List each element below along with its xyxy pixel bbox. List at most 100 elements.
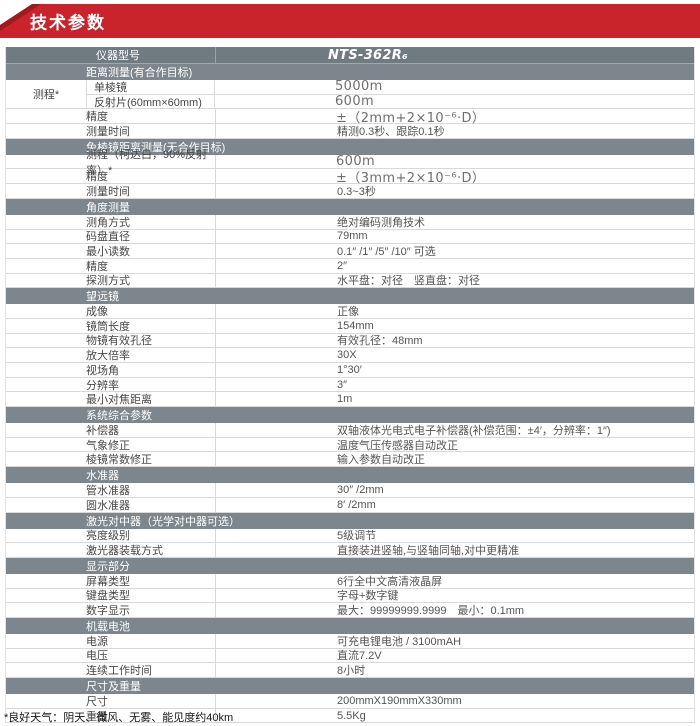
spec-row: 最小读数 0.1″ /1″ /5″ /10″ 可选 — [6, 244, 694, 259]
spec-row: 精度 ±（2mm+2×10⁻⁶·D） — [6, 109, 694, 126]
spec-row: 精度 ±（3mm+2×10⁻⁶·D） — [6, 169, 694, 186]
spec-label: 亮度级别 — [6, 528, 216, 542]
model-header-row: 仪器型号 NTS-362R₆ — [6, 47, 694, 64]
spec-label: 圆水准器 — [6, 497, 216, 512]
spec-label: 尺寸 — [6, 694, 216, 708]
spec-row: 重量 5.5Kg — [6, 708, 694, 724]
spec-row: 棱镜常数修正 输入参数自动改正 — [6, 452, 694, 468]
spec-value: ±（2mm+2×10⁻⁶·D） — [336, 110, 486, 126]
spec-value: ±（3mm+2×10⁻⁶·D） — [336, 170, 486, 186]
spec-label: 精度 — [6, 109, 216, 123]
spec-value: 5级调节 — [337, 530, 377, 543]
spec-group-label: 测程* — [6, 80, 87, 110]
spec-label: 测量时间 — [6, 124, 216, 138]
spec-row: 电压 直流7.2V — [6, 648, 694, 664]
spec-row: 气象修正 温度气压传感器自动改正 — [6, 437, 694, 453]
spec-row: 放大倍率 30X — [6, 348, 694, 364]
spec-row: 屏幕类型 6行全中文高清液晶屏 — [6, 573, 694, 589]
page-title: 技术参数 — [30, 13, 106, 33]
spec-label: 镜筒长度 — [6, 318, 216, 333]
spec-label: 精度 — [6, 258, 216, 273]
spec-row: 补偿器 双轴液体光电式电子补偿器(补偿范围：±4′，分辨率：1″) — [6, 423, 694, 438]
spec-row: 镜筒长度 154mm — [6, 318, 694, 334]
spec-subrow: 反射片(60mm×60mm) 600m — [87, 94, 694, 110]
spec-value: 有效孔径：48mm — [337, 335, 423, 348]
spec-row: 管水准器 30″ /2mm — [6, 483, 694, 498]
section-header: 免棱镜距离测量(无合作目标) — [6, 138, 694, 155]
spec-row: 亮度级别 5级调节 — [6, 528, 694, 544]
spec-value: 8′ /2mm — [337, 498, 376, 511]
spec-value: 600m — [336, 154, 376, 170]
spec-row: 尺寸 200mmX190mmX330mm — [6, 694, 694, 709]
spec-value: 0.3~3秒 — [337, 185, 376, 198]
spec-value: 0.1″ /1″ /5″ /10″ 可选 — [337, 246, 436, 259]
spec-table-body: 距离测量(有合作目标) 测程* 单棱镜 5000m 反射片(60mm×60mm) 600m… — [6, 64, 694, 724]
spec-value: 154mm — [337, 319, 374, 332]
spec-label: 探测方式 — [6, 273, 216, 287]
spec-row: 物镜有效孔径 有效孔径：48mm — [6, 333, 694, 349]
spec-group-row: 测程* 单棱镜 5000m 反射片(60mm×60mm) 600m — [6, 79, 694, 110]
spec-label: 最小对焦距离 — [6, 392, 216, 406]
spec-label: 测程（柯达白，90%反射率）* — [6, 149, 216, 177]
spec-row: 测量时间 精测0.3秒、跟踪0.1秒 — [6, 124, 694, 139]
spec-row: 最小对焦距离 1m — [6, 392, 694, 408]
spec-value: 3″ — [337, 378, 348, 391]
spec-row: 数字显示 最大：99999999.9999 最小：0.1mm — [6, 603, 694, 618]
spec-sublabel: 单棱镜 — [87, 80, 215, 94]
spec-label: 屏幕类型 — [6, 573, 216, 588]
spec-value: 8小时 — [337, 665, 366, 678]
spec-value: 绝对编码测角技术 — [337, 216, 425, 229]
spec-value: 79mm — [337, 230, 368, 243]
spec-value: 30X — [337, 349, 357, 362]
spec-row: 测量时间 0.3~3秒 — [6, 184, 694, 199]
section-header: 望远镜 — [6, 288, 694, 305]
spec-value: 6行全中文高清液晶屏 — [337, 575, 443, 588]
section-header: 距离测量(有合作目标) — [6, 64, 694, 80]
spec-value: 字母+数字键 — [337, 590, 399, 603]
spec-value: 5000m — [335, 79, 383, 95]
spec-row: 精度 2″ — [6, 258, 694, 274]
section-header: 显示部分 — [6, 557, 694, 574]
spec-label: 精度 — [6, 169, 216, 183]
model-label: 仪器型号 — [6, 47, 216, 63]
section-header: 角度测量 — [6, 198, 694, 215]
spec-row: 键盘类型 字母+数字键 — [6, 588, 694, 604]
spec-row: 码盘直径 79mm — [6, 229, 694, 245]
spec-row: 圆水准器 8′ /2mm — [6, 497, 694, 513]
spec-value: 精测0.3秒、跟踪0.1秒 — [337, 125, 445, 138]
spec-value: 最大：99999999.9999 最小：0.1mm — [337, 605, 525, 618]
section-header: 尺寸及重量 — [6, 678, 694, 695]
spec-label: 键盘类型 — [6, 588, 216, 602]
spec-label: 重量 — [6, 708, 216, 723]
spec-row: 激光器装载方式 直接装进竖轴,与竖轴同轴,对中更精准 — [6, 543, 694, 558]
spec-label: 物镜有效孔径 — [6, 333, 216, 347]
spec-value: 200mmX190mmX330mm — [337, 694, 462, 707]
spec-value: 直流7.2V — [337, 650, 382, 663]
spec-value: 600m — [335, 94, 375, 110]
section-header: 系统综合参数 — [6, 407, 694, 424]
spec-label: 电源 — [6, 633, 216, 648]
spec-row: 成像 正像 — [6, 304, 694, 319]
spec-value: 双轴液体光电式电子补偿器(补偿范围：±4′，分辨率：1″) — [337, 424, 611, 437]
spec-value: 2″ — [337, 259, 348, 272]
spec-label: 激光器装载方式 — [6, 543, 216, 557]
spec-row: 连续工作时间 8小时 — [6, 663, 694, 679]
spec-value: 温度气压传感器自动改正 — [337, 439, 458, 452]
spec-label: 管水准器 — [6, 483, 216, 497]
spec-subrow: 单棱镜 5000m — [87, 79, 694, 95]
spec-label: 码盘直径 — [6, 229, 216, 243]
red-title-banner: 技术参数 — [0, 4, 700, 38]
spec-value: 30″ /2mm — [337, 483, 384, 496]
spec-row: 测角方式 绝对编码测角技术 — [6, 214, 694, 230]
spec-label: 测角方式 — [6, 214, 216, 229]
model-value: NTS-362R₆ — [328, 47, 409, 63]
footnote-text: *良好天气：阴天、微风、无雾、能见度约40km — [4, 712, 234, 724]
spec-label: 气象修正 — [6, 437, 216, 452]
spec-label: 棱镜常数修正 — [6, 452, 216, 466]
spec-sublabel: 反射片(60mm×60mm) — [87, 94, 215, 109]
spec-row: 探测方式 水平盘：对径 竖直盘：对径 — [6, 273, 694, 289]
section-header: 激光对中器（光学对中器可选） — [6, 512, 694, 529]
spec-value: 5.5Kg — [337, 709, 366, 722]
spec-label: 测量时间 — [6, 184, 216, 198]
